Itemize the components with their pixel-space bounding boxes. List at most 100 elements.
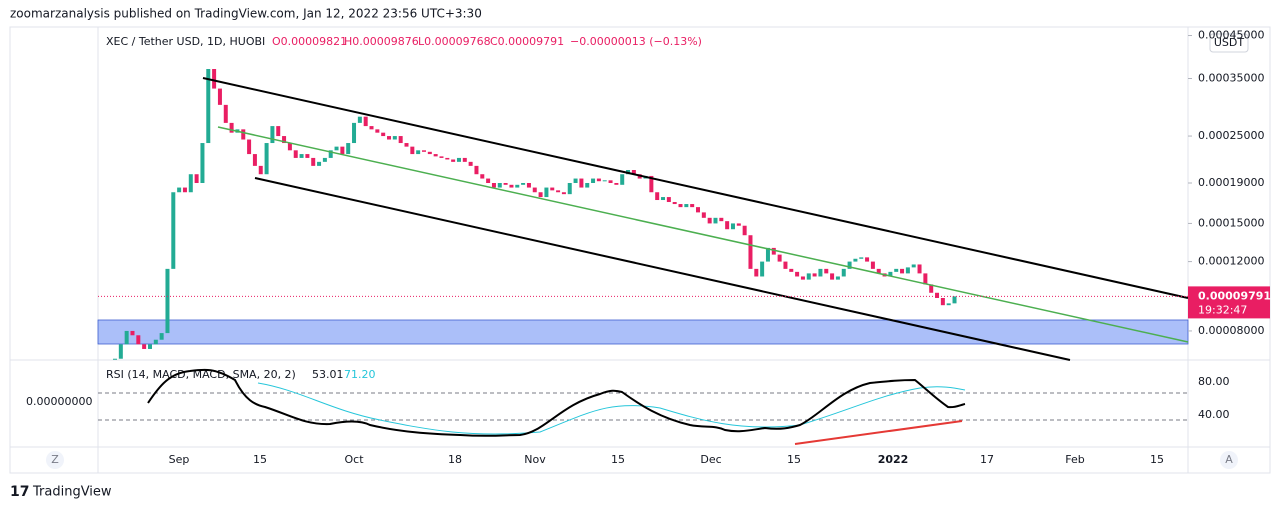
candle [940,297,945,306]
candle [404,143,409,147]
candle [439,156,444,158]
candle [503,182,508,185]
candle [212,69,217,89]
candle [334,146,339,151]
candle [614,182,619,185]
auto-button[interactable] [1220,451,1238,469]
candle [532,187,537,193]
candle [567,182,572,195]
candle [363,116,368,127]
zoom-label[interactable]: Z [51,453,59,466]
x-tick-label: Sep [169,453,190,466]
x-tick-label: Feb [1065,453,1084,466]
candle [223,104,228,123]
candle [754,268,759,277]
y-tick-label: 0.00008000 [1198,324,1264,337]
candle [847,261,852,269]
candle [369,126,374,130]
candle [742,225,747,236]
candle [427,151,432,155]
y-tick-label: 0.00012000 [1198,255,1264,268]
candle [276,126,281,137]
candle [876,268,881,274]
candle [655,192,660,201]
candle [340,146,345,155]
candle [853,258,858,262]
candle [165,268,170,334]
candle [818,268,823,277]
candle [596,178,601,182]
candle [946,303,951,306]
logo: 17 [10,484,29,500]
candle [544,187,549,198]
candle [305,154,310,158]
candle [322,157,327,162]
candle [579,178,584,188]
candle [538,192,543,198]
rsi-left-value: 0.00000000 [26,395,92,408]
candle [398,136,403,144]
candle [247,139,252,155]
candle [177,187,182,193]
y-tick-label: 0.00015000 [1198,216,1264,229]
candle [806,273,811,280]
candle [777,254,782,262]
candle [812,273,817,277]
rsi-label: RSI (14, MACD, MACD, SMA, 20, 2) [106,368,296,381]
candle [789,268,794,272]
candle [130,330,135,336]
x-tick-label: 15 [253,453,267,466]
candle [456,157,461,162]
candle [357,116,362,123]
currency[interactable]: USDT [1214,36,1245,49]
candle [602,180,607,182]
candle [521,182,526,185]
candle [696,207,700,213]
candle [666,197,671,203]
candle [264,143,269,175]
x-tick-label: Dec [700,453,721,466]
candle [136,335,141,345]
candle [573,178,578,183]
divergence-line [794,420,963,445]
candle [550,187,555,191]
candle [905,267,910,274]
x-tick-label: 17 [980,453,994,466]
zoom-button[interactable] [46,451,64,469]
currency-button[interactable] [1209,33,1249,53]
x-tick-label: Oct [344,453,364,466]
candle [888,271,893,277]
candle [771,247,776,255]
candle [859,257,864,259]
x-tick-label: 2022 [878,453,909,466]
candle [725,221,730,230]
candle [515,184,520,188]
candle [480,174,485,179]
candle [690,204,695,208]
candle [270,126,275,144]
candle [206,69,211,144]
auto-label[interactable]: A [1225,453,1233,466]
candle [830,273,835,280]
x-tick-label: 15 [1150,453,1164,466]
candle [462,157,467,162]
y-tick-label: 0.00035000 [1198,72,1264,85]
candle [591,178,596,183]
candle [509,184,514,188]
candle [730,223,735,230]
brand: TradingView [32,485,112,500]
candle [649,175,654,193]
candle [748,235,753,269]
candle [900,268,905,274]
candle [585,182,590,188]
mid-channel-line [217,126,1189,343]
candle [287,143,292,151]
candle [661,197,666,201]
candle [142,344,147,349]
candle [736,223,741,226]
candle [346,143,351,155]
candle [952,296,957,304]
candle [923,273,928,285]
candle [113,358,117,360]
